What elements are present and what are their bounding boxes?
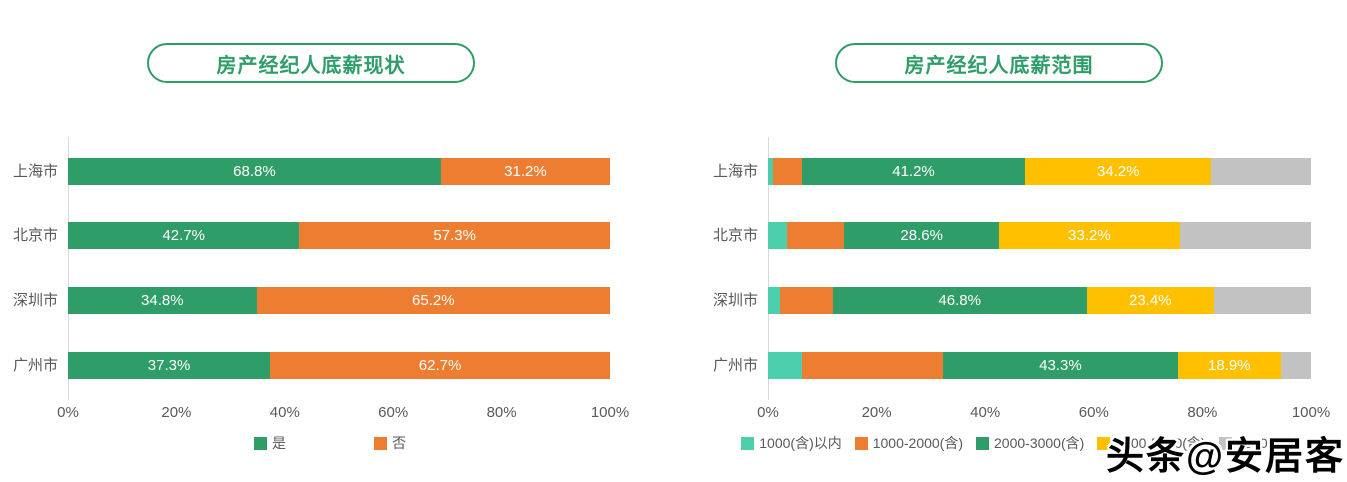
legend-swatch bbox=[1097, 436, 1111, 450]
x-tick-label: 60% bbox=[378, 404, 409, 421]
legend-item: 否 bbox=[374, 433, 406, 453]
x-tick-label: 100% bbox=[1291, 404, 1331, 421]
bar-segment-否: 65.2% bbox=[256, 287, 610, 314]
legend-item: 2000-3000(含) bbox=[976, 433, 1084, 453]
legend-swatch bbox=[976, 436, 990, 450]
x-tick-label: 20% bbox=[861, 404, 892, 421]
bar-segment-1000-2000(含) bbox=[779, 287, 833, 314]
bar-segment-5000以上 bbox=[1213, 287, 1311, 314]
bar-segment-3000-5000(含): 33.2% bbox=[999, 222, 1180, 250]
bar-segment-否: 31.2% bbox=[440, 157, 610, 185]
x-tick-label: 0% bbox=[757, 404, 779, 421]
category-label: 上海市 bbox=[712, 162, 758, 180]
chart-title: 房产经纪人底薪现状 bbox=[216, 54, 406, 77]
legend-item: 5000以上 bbox=[1218, 433, 1296, 453]
bar-segment-3000-5000(含): 18.9% bbox=[1177, 351, 1281, 379]
bar-segment-2000-3000(含): 28.6% bbox=[844, 222, 1000, 250]
x-tick-label: 100% bbox=[590, 404, 630, 421]
bar-segment-是: 68.8% bbox=[68, 157, 441, 185]
legend-swatch bbox=[1218, 436, 1232, 450]
category-label: 广州市 bbox=[712, 356, 758, 374]
plot-area: 上海市 68.8% 31.2% 北京市 42.7% 57.3% 深圳市 34.8% 65.2% 广… bbox=[0, 0, 660, 482]
bar-segment-否: 62.7% bbox=[270, 351, 610, 379]
category-label: 广州市 bbox=[12, 356, 58, 374]
category-label: 深圳市 bbox=[12, 292, 58, 309]
watermark-text: 头条@安居客 bbox=[1105, 436, 1345, 478]
legend: 1000(含)以内 1000-2000(含) 2000-3000(含) 3000-50… bbox=[690, 434, 1347, 452]
legend: 是否 bbox=[0, 434, 660, 452]
legend-label: 5000以上 bbox=[1236, 435, 1296, 451]
bar-segment-是: 42.7% bbox=[68, 222, 300, 250]
legend-swatch bbox=[854, 436, 868, 450]
legend-item: 1000-2000(含) bbox=[854, 433, 964, 453]
bar-segment-1000(含)以内 bbox=[768, 287, 780, 314]
bar-segment-2000-3000(含): 46.8% bbox=[832, 287, 1087, 314]
category-label: 北京市 bbox=[712, 227, 758, 245]
legend-label: 是 bbox=[272, 435, 286, 451]
x-tick-label: 80% bbox=[486, 404, 517, 421]
bar-segment-是: 34.8% bbox=[68, 287, 257, 314]
chart-base-salary-status: 房产经纪人底薪现状 上海市 68.8% 31.2% 北京市 42.7% 57.3% 深圳市 3… bbox=[0, 0, 660, 482]
bar-segment-2000-3000(含): 43.3% bbox=[942, 351, 1178, 379]
bar-segment-1000-2000(含) bbox=[787, 222, 844, 250]
x-tick-label: 20% bbox=[161, 404, 192, 421]
chart-title-pill: 房产经纪人底薪现状 bbox=[147, 43, 475, 83]
bar-segment-5000以上 bbox=[1179, 222, 1311, 250]
category-label: 上海市 bbox=[12, 162, 58, 180]
bar-segment-否: 57.3% bbox=[299, 222, 610, 250]
bar-segment-5000以上 bbox=[1280, 351, 1311, 379]
bar-segment-3000-5000(含): 34.2% bbox=[1025, 157, 1212, 185]
category-label: 北京市 bbox=[12, 227, 58, 245]
x-tick-label: 0% bbox=[57, 404, 79, 421]
chart-title-pill: 房产经纪人底薪范围 bbox=[835, 43, 1163, 83]
chart-base-salary-range: 房产经纪人底薪范围 上海市 41.2% 34.2% 北京市 28.6% 33.2% 深圳市 4… bbox=[690, 0, 1347, 482]
legend-swatch bbox=[374, 436, 387, 450]
x-tick-label: 80% bbox=[1187, 404, 1218, 421]
legend-label: 否 bbox=[392, 435, 406, 451]
bar-segment-3000-5000(含): 23.4% bbox=[1086, 287, 1214, 314]
bar-segment-5000以上 bbox=[1211, 157, 1311, 185]
legend-item: 1000(含)以内 bbox=[741, 433, 842, 453]
x-axis-ticks: 0% 20% 40% 60% 80% 100% bbox=[0, 404, 660, 422]
legend-label: 1000(含)以内 bbox=[759, 435, 842, 451]
legend-label: 2000-3000(含) bbox=[994, 435, 1085, 451]
bar-segment-2000-3000(含): 41.2% bbox=[801, 157, 1026, 185]
legend-label: 1000-2000(含) bbox=[872, 435, 964, 451]
legend-label: 3000-5000(含) bbox=[1115, 435, 1206, 451]
x-tick-label: 40% bbox=[269, 404, 300, 421]
bar-segment-1000(含)以内 bbox=[768, 351, 803, 379]
bar-segment-是: 37.3% bbox=[68, 351, 271, 379]
legend-swatch bbox=[254, 436, 267, 450]
legend-item: 是 bbox=[254, 433, 286, 453]
legend-swatch bbox=[741, 436, 755, 450]
bar-segment-1000-2000(含) bbox=[773, 157, 802, 185]
x-tick-label: 60% bbox=[1078, 404, 1109, 421]
y-axis-line bbox=[768, 137, 769, 400]
chart-title: 房产经纪人底薪范围 bbox=[904, 54, 1094, 77]
plot-area: 上海市 41.2% 34.2% 北京市 28.6% 33.2% 深圳市 46.8% 23.4% 广… bbox=[690, 0, 1347, 482]
x-axis-ticks: 0% 20% 40% 60% 80% 100% bbox=[690, 404, 1347, 422]
bar-segment-1000(含)以内 bbox=[768, 157, 774, 185]
bar-segment-1000-2000(含) bbox=[802, 351, 943, 379]
bar-segment-1000(含)以内 bbox=[768, 222, 787, 250]
x-tick-label: 40% bbox=[970, 404, 1001, 421]
legend-item: 3000-5000(含) bbox=[1097, 433, 1206, 453]
y-axis-line bbox=[68, 137, 69, 400]
category-label: 深圳市 bbox=[712, 292, 758, 309]
